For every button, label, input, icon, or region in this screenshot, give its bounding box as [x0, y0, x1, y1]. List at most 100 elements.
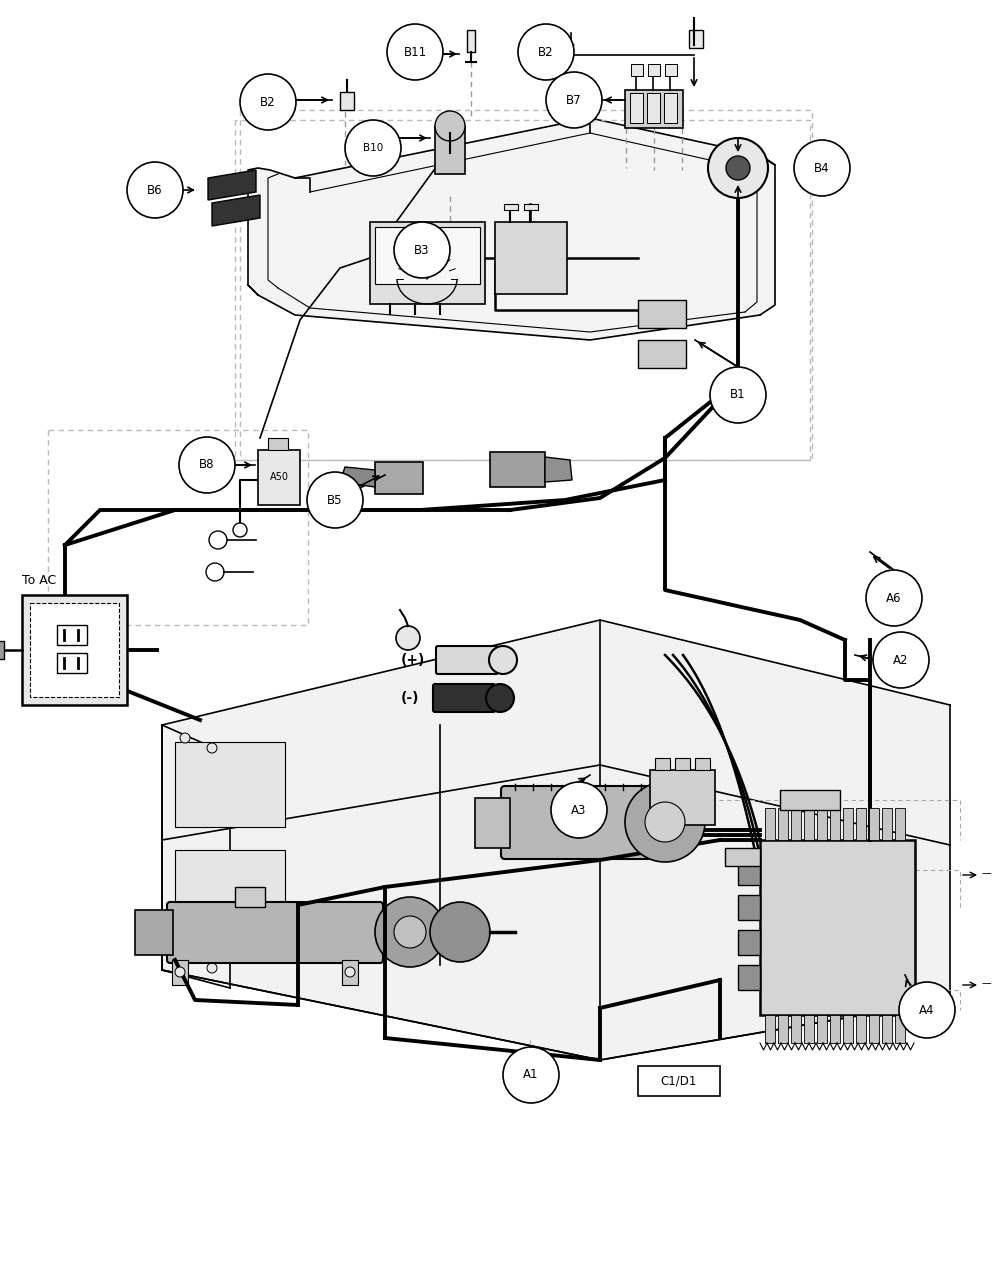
- Text: A4: A4: [919, 1003, 935, 1016]
- Circle shape: [396, 626, 420, 650]
- Circle shape: [518, 24, 574, 80]
- Bar: [804, 1015, 814, 1043]
- Circle shape: [345, 967, 355, 977]
- Text: B11: B11: [403, 46, 427, 58]
- Text: B2: B2: [260, 95, 276, 109]
- Bar: [817, 808, 827, 840]
- Text: B2: B2: [538, 46, 554, 58]
- Polygon shape: [162, 620, 950, 1060]
- Bar: [869, 1015, 879, 1043]
- Bar: [342, 960, 358, 984]
- FancyBboxPatch shape: [501, 786, 664, 859]
- Text: B8: B8: [199, 459, 215, 471]
- Bar: [791, 808, 801, 840]
- Bar: [375, 227, 480, 284]
- Text: B6: B6: [147, 184, 163, 196]
- Circle shape: [899, 982, 955, 1038]
- Polygon shape: [545, 457, 572, 481]
- Circle shape: [209, 531, 227, 549]
- Circle shape: [489, 646, 517, 674]
- Bar: [665, 65, 677, 76]
- Circle shape: [726, 156, 750, 180]
- Bar: [625, 90, 683, 128]
- Bar: [258, 450, 300, 506]
- Circle shape: [175, 967, 185, 977]
- Bar: [435, 125, 465, 174]
- Bar: [830, 808, 840, 840]
- Text: A1: A1: [523, 1068, 539, 1082]
- Bar: [738, 895, 760, 920]
- Bar: [524, 204, 538, 210]
- Bar: [638, 300, 686, 328]
- Circle shape: [345, 120, 401, 176]
- Bar: [647, 92, 660, 123]
- Bar: [791, 1015, 801, 1043]
- Bar: [495, 222, 567, 294]
- Circle shape: [307, 473, 363, 528]
- Circle shape: [551, 782, 607, 837]
- Circle shape: [207, 963, 217, 973]
- FancyBboxPatch shape: [436, 646, 498, 674]
- Text: —: —: [982, 978, 992, 988]
- Bar: [57, 625, 87, 645]
- Bar: [856, 1015, 866, 1043]
- Bar: [175, 850, 285, 930]
- Bar: [340, 92, 354, 110]
- Bar: [675, 758, 690, 770]
- Bar: [490, 452, 545, 487]
- Bar: [467, 30, 475, 52]
- Polygon shape: [248, 118, 775, 340]
- Circle shape: [430, 902, 490, 962]
- Text: B10: B10: [363, 143, 383, 153]
- FancyBboxPatch shape: [433, 684, 495, 712]
- FancyBboxPatch shape: [638, 1066, 720, 1096]
- Bar: [0, 641, 4, 659]
- Circle shape: [866, 570, 922, 626]
- Bar: [172, 960, 188, 984]
- Bar: [804, 808, 814, 840]
- Text: A50: A50: [270, 473, 288, 481]
- Polygon shape: [212, 195, 260, 226]
- Circle shape: [435, 111, 465, 141]
- Text: C1/D1: C1/D1: [661, 1074, 697, 1087]
- Circle shape: [708, 138, 768, 198]
- Circle shape: [794, 139, 850, 196]
- Bar: [235, 887, 265, 907]
- Bar: [725, 848, 760, 867]
- Bar: [650, 770, 715, 825]
- Bar: [882, 1015, 892, 1043]
- Bar: [648, 65, 660, 76]
- Circle shape: [207, 742, 217, 753]
- Text: A3: A3: [571, 803, 587, 816]
- Circle shape: [180, 734, 190, 742]
- Bar: [738, 930, 760, 955]
- Bar: [843, 1015, 853, 1043]
- Bar: [135, 910, 173, 955]
- Text: A6: A6: [886, 592, 902, 604]
- Text: B1: B1: [730, 389, 746, 402]
- Circle shape: [375, 897, 445, 967]
- Bar: [655, 758, 670, 770]
- Bar: [882, 808, 892, 840]
- Polygon shape: [208, 170, 256, 200]
- Text: (-): (-): [401, 691, 419, 704]
- Bar: [475, 798, 510, 848]
- Circle shape: [233, 523, 247, 537]
- Circle shape: [394, 916, 426, 948]
- Bar: [869, 808, 879, 840]
- Bar: [375, 462, 423, 494]
- Bar: [738, 860, 760, 886]
- Bar: [843, 808, 853, 840]
- Text: B3: B3: [414, 243, 430, 256]
- Circle shape: [645, 802, 685, 843]
- Circle shape: [873, 632, 929, 688]
- Bar: [175, 742, 285, 827]
- Text: —: —: [982, 868, 992, 878]
- Bar: [638, 340, 686, 367]
- Bar: [22, 595, 127, 704]
- Bar: [695, 758, 710, 770]
- Bar: [631, 65, 643, 76]
- Circle shape: [179, 437, 235, 493]
- Bar: [765, 808, 775, 840]
- Text: A2: A2: [893, 654, 909, 666]
